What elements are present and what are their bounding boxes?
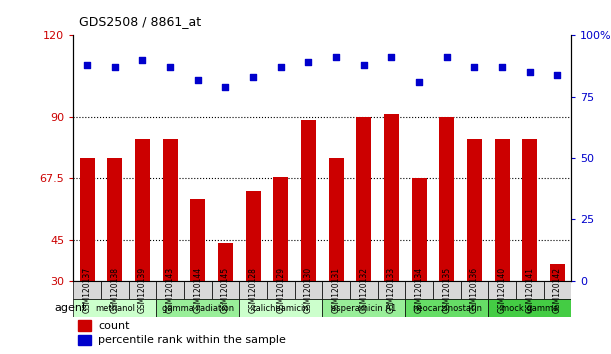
Text: GSM120140: GSM120140 bbox=[497, 267, 507, 313]
Bar bbox=[163, 139, 178, 281]
Bar bbox=[246, 191, 261, 281]
Bar bbox=[267, 281, 295, 299]
Point bbox=[276, 64, 286, 70]
Text: GSM120131: GSM120131 bbox=[332, 267, 341, 313]
Bar bbox=[301, 120, 316, 281]
Bar bbox=[350, 281, 378, 299]
Bar bbox=[412, 178, 426, 281]
Bar bbox=[295, 281, 323, 299]
Text: agent: agent bbox=[54, 303, 86, 313]
Bar bbox=[156, 299, 240, 318]
Bar bbox=[405, 281, 433, 299]
Bar bbox=[129, 281, 156, 299]
Point bbox=[359, 62, 368, 68]
Text: neocarzinostatin: neocarzinostatin bbox=[412, 304, 482, 313]
Text: methanol: methanol bbox=[95, 304, 135, 313]
Point bbox=[470, 64, 480, 70]
Bar bbox=[240, 299, 323, 318]
Text: GSM120142: GSM120142 bbox=[553, 267, 562, 313]
Bar bbox=[405, 299, 488, 318]
Text: count: count bbox=[98, 321, 130, 331]
Bar bbox=[488, 299, 571, 318]
Text: esperamicin A1: esperamicin A1 bbox=[331, 304, 397, 313]
Text: percentile rank within the sample: percentile rank within the sample bbox=[98, 336, 286, 346]
Bar bbox=[107, 158, 122, 281]
Bar bbox=[516, 281, 544, 299]
Point bbox=[110, 64, 120, 70]
Bar bbox=[329, 158, 344, 281]
Text: GSM120128: GSM120128 bbox=[249, 267, 258, 313]
Point bbox=[414, 79, 424, 85]
Point bbox=[248, 74, 258, 80]
Point bbox=[137, 57, 147, 63]
Bar bbox=[78, 335, 91, 346]
Text: GSM120133: GSM120133 bbox=[387, 267, 396, 313]
Bar bbox=[488, 281, 516, 299]
Bar bbox=[356, 117, 371, 281]
Point bbox=[165, 64, 175, 70]
Bar bbox=[156, 281, 184, 299]
Text: GSM120145: GSM120145 bbox=[221, 267, 230, 313]
Bar bbox=[184, 281, 211, 299]
Bar bbox=[273, 177, 288, 281]
Text: gamma radiation: gamma radiation bbox=[162, 304, 234, 313]
Point bbox=[525, 69, 535, 75]
Text: calicheamicin: calicheamicin bbox=[252, 304, 310, 313]
Bar bbox=[323, 299, 405, 318]
Bar bbox=[73, 281, 101, 299]
Text: GSM120137: GSM120137 bbox=[82, 267, 92, 313]
Bar bbox=[78, 320, 91, 331]
Bar bbox=[384, 114, 399, 281]
Text: GSM120141: GSM120141 bbox=[525, 267, 534, 313]
Point bbox=[82, 62, 92, 68]
Bar bbox=[439, 117, 455, 281]
Bar bbox=[433, 281, 461, 299]
Bar bbox=[467, 139, 482, 281]
Bar bbox=[218, 242, 233, 281]
Bar bbox=[135, 139, 150, 281]
Point bbox=[387, 55, 397, 60]
Point bbox=[304, 59, 313, 65]
Point bbox=[331, 55, 341, 60]
Text: GSM120139: GSM120139 bbox=[138, 267, 147, 313]
Text: GSM120138: GSM120138 bbox=[111, 267, 119, 313]
Point bbox=[552, 72, 562, 78]
Bar bbox=[522, 139, 538, 281]
Text: GSM120143: GSM120143 bbox=[166, 267, 175, 313]
Text: GSM120136: GSM120136 bbox=[470, 267, 479, 313]
Text: GSM120144: GSM120144 bbox=[193, 267, 202, 313]
Bar bbox=[190, 199, 205, 281]
Point bbox=[442, 55, 452, 60]
Bar bbox=[323, 281, 350, 299]
Bar bbox=[494, 139, 510, 281]
Bar bbox=[378, 281, 405, 299]
Bar bbox=[101, 281, 129, 299]
Bar bbox=[73, 299, 156, 318]
Bar bbox=[550, 264, 565, 281]
Point bbox=[497, 64, 507, 70]
Text: GDS2508 / 8861_at: GDS2508 / 8861_at bbox=[79, 15, 202, 28]
Text: GSM120129: GSM120129 bbox=[276, 267, 285, 313]
Point bbox=[221, 84, 230, 90]
Text: GSM120134: GSM120134 bbox=[415, 267, 423, 313]
Text: GSM120135: GSM120135 bbox=[442, 267, 452, 313]
Text: GSM120130: GSM120130 bbox=[304, 267, 313, 313]
Bar bbox=[79, 158, 95, 281]
Bar bbox=[544, 281, 571, 299]
Text: mock gamma: mock gamma bbox=[501, 304, 558, 313]
Point bbox=[193, 77, 203, 82]
Bar bbox=[240, 281, 267, 299]
Bar bbox=[461, 281, 488, 299]
Bar bbox=[211, 281, 240, 299]
Text: GSM120132: GSM120132 bbox=[359, 267, 368, 313]
